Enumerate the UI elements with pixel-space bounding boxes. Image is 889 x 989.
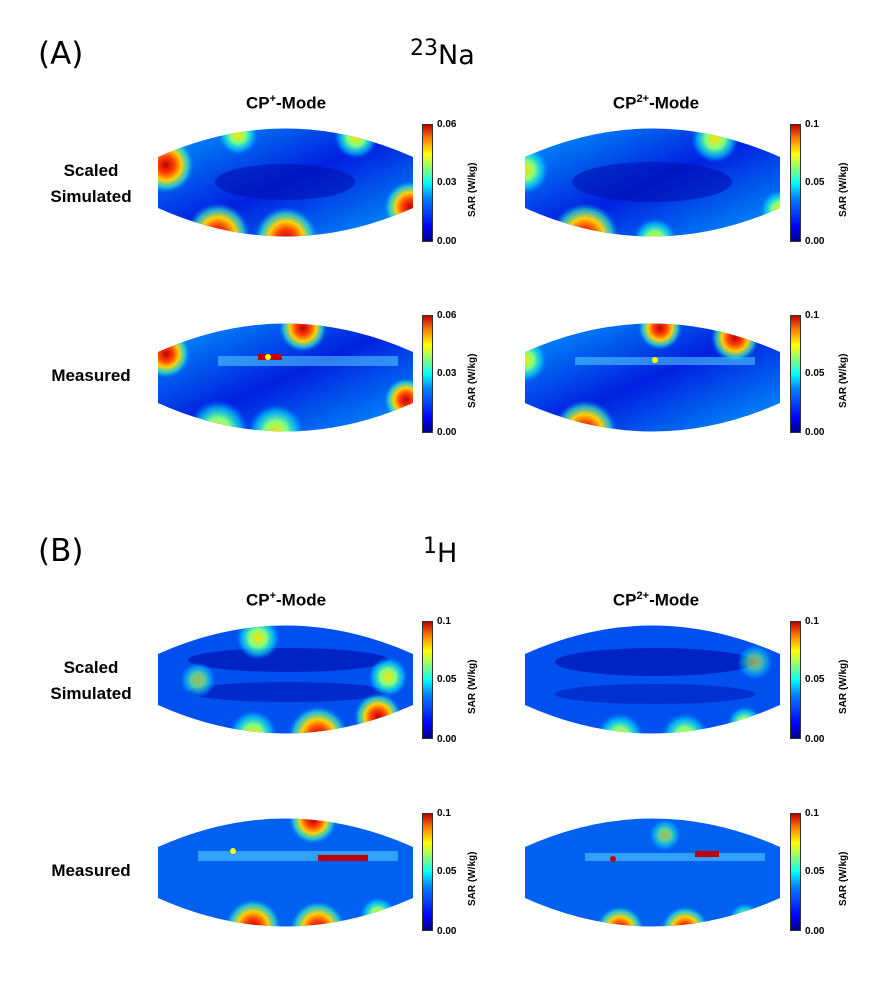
- colorbar-tick-min: 0.00: [437, 236, 457, 247]
- sar-map-b-meas-cp2: [525, 818, 780, 927]
- colorbar-tick-mid: 0.05: [805, 674, 825, 685]
- mode-suffix: -Mode: [649, 590, 700, 610]
- colorbar-title: SAR (W/kg): [838, 851, 849, 906]
- mode-suffix: -Mode: [276, 590, 327, 610]
- row-label-a-measured: Measured: [51, 366, 131, 385]
- colorbar-tick-max: 0.1: [805, 310, 819, 321]
- colorbar-title: SAR (W/kg): [838, 162, 849, 217]
- mode-heading-b-cp2: CP2+-Mode: [546, 590, 766, 611]
- sar-map-a-sim-cp1: [158, 128, 413, 237]
- colorbar-tick-mid: 0.05: [437, 866, 457, 877]
- colorbar-a-meas-cp1: [422, 315, 433, 433]
- mode-prefix: CP: [612, 590, 637, 610]
- colorbar-tick-max: 0.1: [805, 616, 819, 627]
- colorbar-title: SAR (W/kg): [467, 353, 478, 408]
- row-label-b-simulated: Scaled Simulated: [16, 655, 166, 707]
- colorbar-a-meas-cp2: [790, 315, 801, 433]
- nucleus-label-a: 23Na: [410, 36, 475, 71]
- row-label-a-simulated: Scaled Simulated: [16, 158, 166, 210]
- colorbar-title: SAR (W/kg): [838, 353, 849, 408]
- colorbar-tick-max: 0.06: [437, 310, 457, 321]
- colorbar-title: SAR (W/kg): [838, 659, 849, 714]
- panel-label-b: (B): [38, 533, 84, 569]
- mode-sup: +: [269, 590, 276, 602]
- row-label-line: Simulated: [50, 684, 132, 703]
- nucleus-mass-b: 1: [423, 534, 437, 559]
- nucleus-symbol-a: Na: [438, 40, 475, 71]
- mode-sup: 2+: [636, 93, 650, 105]
- colorbar-tick-mid: 0.03: [437, 368, 457, 379]
- colorbar-tick-max: 0.1: [437, 808, 451, 819]
- row-label-line: Simulated: [50, 187, 132, 206]
- colorbar-a-sim-cp1: [422, 124, 433, 242]
- colorbar-tick-min: 0.00: [805, 734, 825, 745]
- colorbar-tick-max: 0.1: [437, 616, 451, 627]
- nucleus-mass-a: 23: [410, 36, 438, 61]
- sar-map-a-meas-cp1: [158, 323, 413, 432]
- row-label-line: Scaled: [63, 161, 119, 180]
- colorbar-tick-mid: 0.03: [437, 177, 457, 188]
- mode-suffix: -Mode: [649, 93, 700, 113]
- nucleus-label-b: 1H: [423, 534, 458, 569]
- colorbar-b-meas-cp1: [422, 813, 433, 931]
- mode-heading-a-cp2: CP2+-Mode: [546, 93, 766, 114]
- sar-map-b-sim-cp1: [158, 625, 413, 734]
- mode-heading-a-cp1: CP+-Mode: [176, 93, 396, 114]
- colorbar-tick-mid: 0.05: [805, 368, 825, 379]
- colorbar-tick-max: 0.1: [805, 808, 819, 819]
- row-label-b-measured: Measured: [51, 861, 131, 880]
- mode-prefix: CP: [245, 590, 270, 610]
- colorbar-tick-mid: 0.05: [805, 177, 825, 188]
- panel-label-a: (A): [38, 36, 84, 72]
- colorbar-title: SAR (W/kg): [467, 659, 478, 714]
- mode-heading-b-cp1: CP+-Mode: [176, 590, 396, 611]
- colorbar-tick-min: 0.00: [805, 427, 825, 438]
- colorbar-tick-min: 0.00: [437, 734, 457, 745]
- sar-map-b-meas-cp1: [158, 818, 413, 927]
- row-label-line: Scaled: [63, 658, 119, 677]
- colorbar-a-sim-cp2: [790, 124, 801, 242]
- mode-prefix: CP: [245, 93, 270, 113]
- colorbar-title: SAR (W/kg): [467, 162, 478, 217]
- colorbar-tick-min: 0.00: [805, 926, 825, 937]
- colorbar-b-sim-cp1: [422, 621, 433, 739]
- colorbar-tick-mid: 0.05: [805, 866, 825, 877]
- sar-map-a-sim-cp2: [525, 128, 780, 237]
- colorbar-tick-min: 0.00: [437, 926, 457, 937]
- mode-suffix: -Mode: [276, 93, 327, 113]
- colorbar-tick-min: 0.00: [805, 236, 825, 247]
- sar-map-a-meas-cp2: [525, 323, 780, 432]
- sar-map-b-sim-cp2: [525, 625, 780, 734]
- colorbar-tick-max: 0.06: [437, 119, 457, 130]
- nucleus-symbol-b: H: [437, 538, 458, 569]
- colorbar-b-meas-cp2: [790, 813, 801, 931]
- colorbar-tick-max: 0.1: [805, 119, 819, 130]
- colorbar-b-sim-cp2: [790, 621, 801, 739]
- colorbar-title: SAR (W/kg): [467, 851, 478, 906]
- colorbar-tick-mid: 0.05: [437, 674, 457, 685]
- mode-sup: +: [269, 93, 276, 105]
- mode-sup: 2+: [636, 590, 650, 602]
- mode-prefix: CP: [612, 93, 637, 113]
- colorbar-tick-min: 0.00: [437, 427, 457, 438]
